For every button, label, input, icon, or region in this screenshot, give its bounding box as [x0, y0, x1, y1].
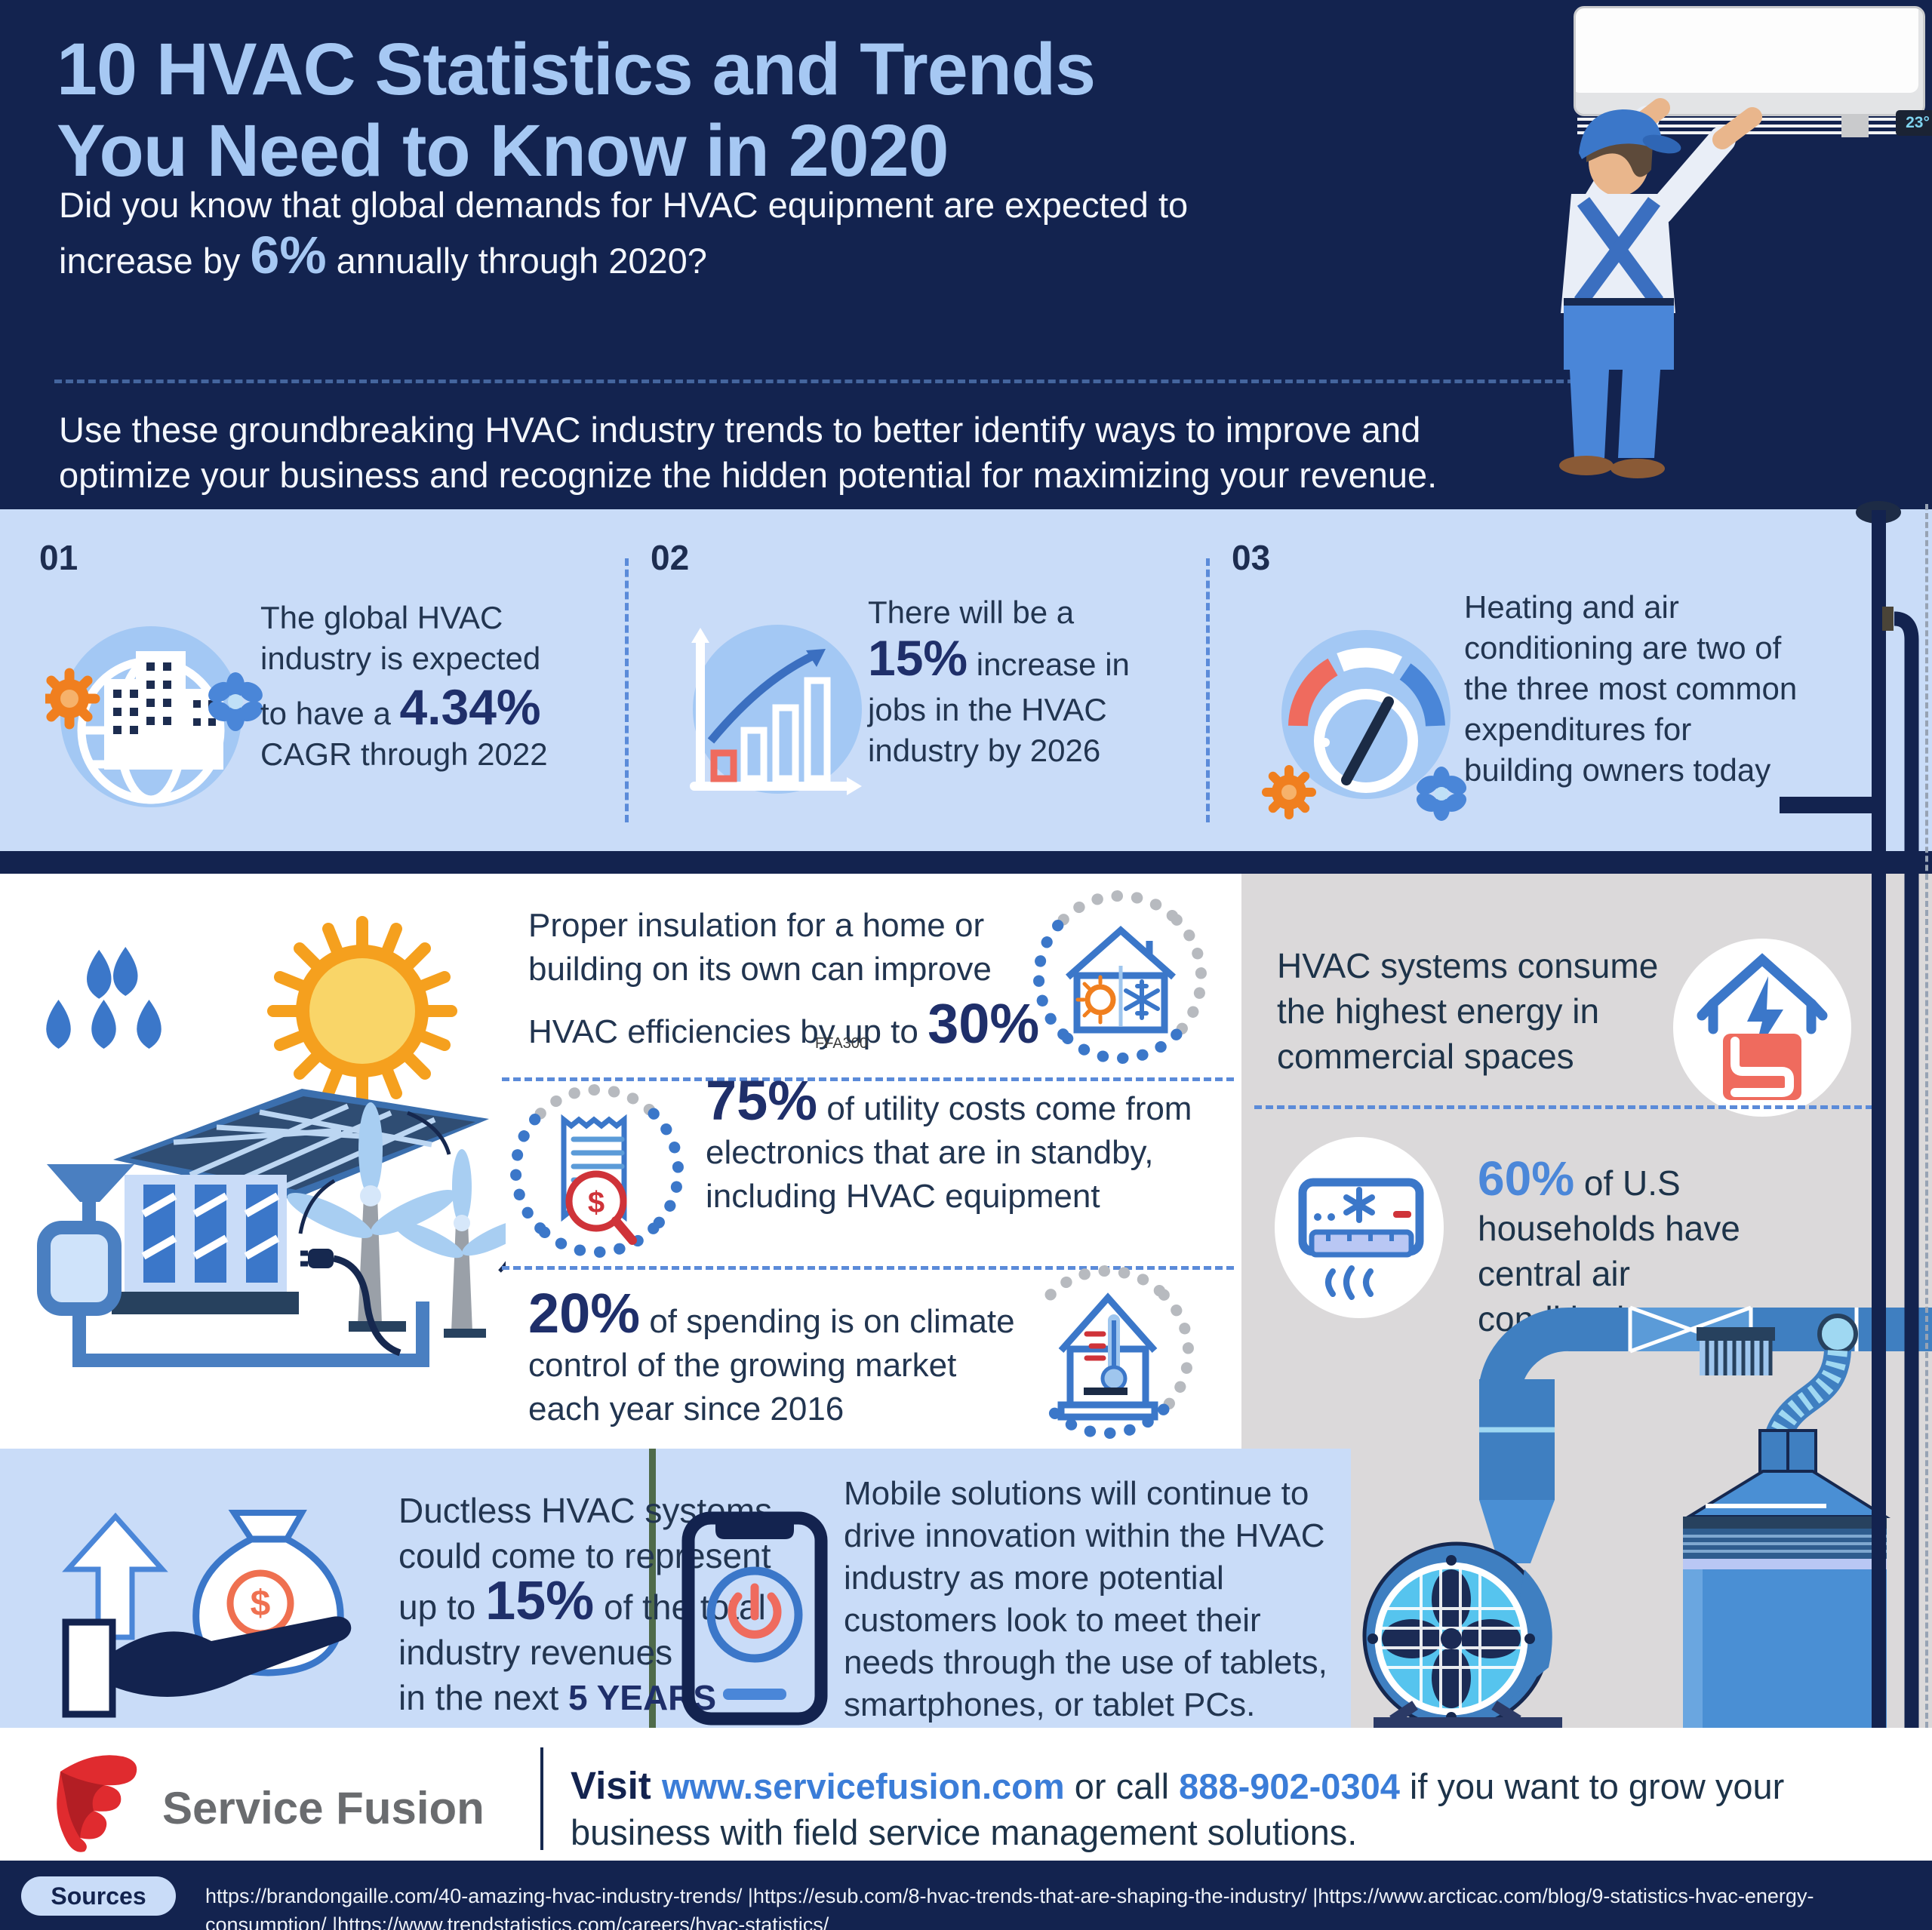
footer-section — [0, 1728, 1932, 1861]
navy-strip — [0, 851, 1932, 874]
water-drops-icon — [46, 947, 162, 1049]
stats-band — [0, 509, 1932, 851]
mobile-panel — [656, 1449, 1351, 1728]
windows — [141, 1185, 280, 1283]
green-divider — [649, 1449, 656, 1728]
insulated-house-icon — [1032, 890, 1208, 1065]
blower-fan — [1362, 1541, 1562, 1728]
stat-divider-1 — [625, 558, 629, 822]
gauge-icon — [1262, 630, 1467, 821]
house-thermometer-icon — [1044, 1265, 1195, 1440]
wall-pipe-branch — [1780, 797, 1873, 813]
stat-divider-2 — [1206, 558, 1210, 822]
service-fusion-logo-icon — [57, 1755, 137, 1852]
stat3-text: Heating and air conditioning are two of … — [1464, 589, 1798, 788]
duct-system-illustration — [1362, 1305, 1932, 1728]
mobile-stat-text: Mobile solutions will continue to drive … — [844, 1475, 1327, 1723]
sources-label: Sources — [21, 1876, 176, 1916]
header-subtitle: Use these groundbreaking HVAC industry t… — [59, 410, 1438, 495]
snowflake-icon — [1124, 979, 1160, 1020]
money-hand-icon: $ — [62, 1510, 352, 1718]
stat2-number: 02 — [651, 538, 690, 577]
website-link[interactable]: www.servicefusion.com — [661, 1766, 1065, 1806]
air-flow-icon — [1325, 1265, 1374, 1300]
smartphone-icon — [681, 1511, 828, 1726]
technician-illustration — [1559, 98, 1762, 478]
plug-icon — [300, 1249, 401, 1357]
sources-bar — [0, 1861, 1932, 1930]
stat3-number: 03 — [1232, 538, 1271, 577]
sun-icon — [267, 916, 457, 1106]
stat1-value: 4.34% — [399, 679, 541, 735]
color-code-artifact: FFA300 — [815, 1035, 869, 1052]
ductless-value: 15% — [485, 1571, 595, 1631]
header-dashed-divider — [54, 380, 1586, 383]
pipe-connector — [1882, 607, 1894, 631]
wind-turbines — [287, 1102, 506, 1357]
footer-visit-text: Visit www.servicefusion.com or call 888-… — [571, 1764, 1785, 1852]
edge-dotted-line — [1925, 504, 1928, 1728]
gear-icon — [1262, 765, 1316, 819]
renewable-house-illustration — [37, 916, 506, 1367]
stat1-number: 01 — [39, 538, 78, 577]
service-fusion-brand: Service Fusion — [162, 1783, 485, 1833]
air-conditioner-icon — [1275, 1137, 1444, 1318]
stat1-text: The global HVAC industry is expected to … — [260, 600, 548, 772]
flower-icon — [1416, 767, 1467, 821]
utility-value: 75% — [706, 1069, 818, 1132]
wall-pipe-thin — [1894, 611, 1919, 1728]
mid-divider-2 — [502, 1266, 1234, 1270]
gray-divider — [1254, 1105, 1873, 1109]
ac-unit-illustration — [1574, 6, 1925, 116]
growth-chart-icon — [690, 625, 862, 795]
climate-stat-text: 20% of spending is on climate control of… — [528, 1282, 1015, 1428]
central-air-value: 60% — [1478, 1151, 1575, 1206]
utility-stat-text: 75% of utility costs come from electroni… — [706, 1069, 1192, 1215]
globe-buildings-icon — [45, 626, 263, 807]
snowflake-icon — [1343, 1187, 1375, 1223]
ac-vent-slider — [1841, 116, 1869, 137]
power-icon — [728, 1583, 782, 1639]
sources-urls[interactable]: https://brandongaille.com/40-amazing-hva… — [205, 1885, 1814, 1930]
utility-bill-icon: $ — [509, 1083, 685, 1258]
dollar-glyph: $ — [251, 1584, 271, 1624]
title-line2: You Need to Know in 2020 — [57, 109, 949, 192]
six-percent: 6% — [250, 226, 327, 284]
intro-text: Did you know that global demands for HVA… — [59, 185, 1189, 284]
energy-house-icon — [1673, 939, 1851, 1117]
duct-filter — [1697, 1327, 1775, 1375]
sun-half-icon — [1075, 975, 1116, 1025]
title-line1: 10 HVAC Statistics and Trends — [57, 28, 1096, 110]
wall-pipe-thick — [1872, 510, 1886, 1728]
dollar-glyph: $ — [588, 1186, 605, 1219]
ac-temperature-display: 23° — [1896, 110, 1932, 136]
stat2-value: 15% — [868, 630, 968, 686]
insulation-value: 30% — [928, 992, 1040, 1055]
gear-icon — [45, 668, 100, 730]
insulation-stat-text: Proper insulation for a home or building… — [528, 907, 1040, 1055]
phone-link[interactable]: 888-902-0304 — [1179, 1766, 1400, 1806]
flower-icon — [208, 672, 263, 731]
water-collector — [37, 1164, 429, 1367]
climate-value: 20% — [528, 1282, 641, 1345]
stat2-text: There will be a 15% increase in jobs in … — [868, 595, 1130, 768]
solar-roof — [113, 1089, 489, 1200]
mid-divider-1 — [502, 1077, 1234, 1081]
footer-divider — [540, 1747, 543, 1850]
energy-stat-text: HVAC systems consume the highest energy … — [1277, 946, 1659, 1076]
page-title: 10 HVAC Statistics and Trends You Need t… — [57, 28, 1096, 192]
